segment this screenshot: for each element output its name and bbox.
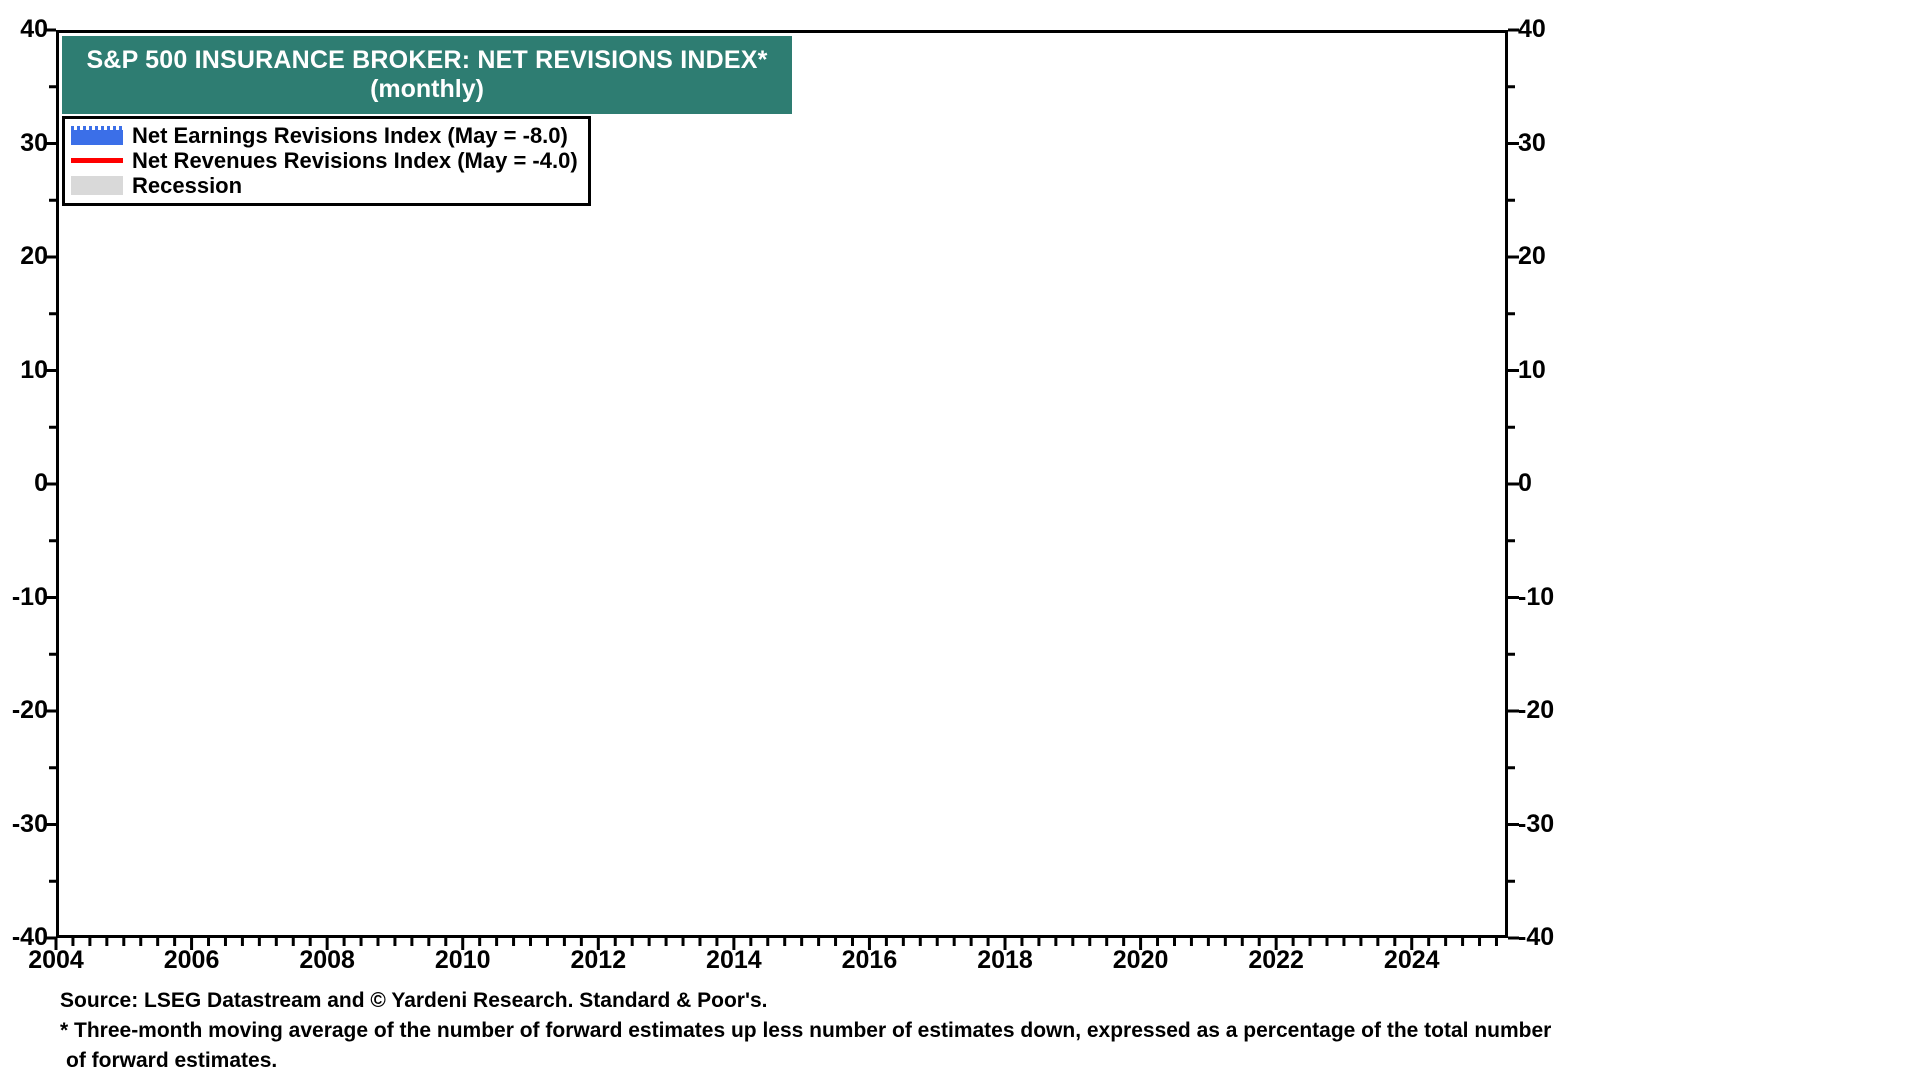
y-tick-label-left: 30 — [20, 128, 48, 157]
legend-label-earnings: Net Earnings Revisions Index (May = -8.0… — [132, 122, 568, 148]
x-tick-label: 2010 — [434, 946, 491, 974]
x-tick-label: 2018 — [977, 946, 1033, 974]
y-tick-label-left: 20 — [20, 242, 48, 270]
x-tick-label: 2004 — [28, 946, 84, 974]
y-tick-label-right: 20 — [1518, 242, 1546, 270]
y-tick-label-left: 10 — [20, 355, 48, 384]
y-tick-label-right: 30 — [1518, 128, 1546, 157]
y-tick-label-right: -40 — [1518, 923, 1555, 951]
y-tick-label-left: -10 — [11, 582, 48, 611]
legend-item-recession: Recession — [71, 173, 578, 198]
x-tick-label: 2022 — [1248, 946, 1304, 974]
legend-label-recession: Recession — [132, 172, 243, 198]
legend-swatch-bars-icon — [71, 126, 123, 145]
y-tick-label-right: -10 — [1518, 582, 1555, 611]
y-tick-label-right: 0 — [1518, 469, 1532, 497]
legend-item-earnings: Net Earnings Revisions Index (May = -8.0… — [71, 123, 578, 148]
x-tick-label: 2008 — [299, 946, 355, 974]
chart-title-line2: (monthly) — [370, 75, 484, 103]
legend-swatch-recession-icon — [71, 176, 123, 195]
y-tick-label-left: -20 — [11, 696, 48, 724]
footer-note-line1: * Three-month moving average of the numb… — [60, 1018, 1552, 1042]
x-tick-label: 2012 — [570, 946, 627, 974]
y-tick-label-left: 40 — [20, 15, 48, 43]
y-tick-label-left: -30 — [11, 809, 48, 838]
y-tick-label-right: -30 — [1518, 809, 1555, 838]
x-tick-label: 2014 — [706, 946, 762, 974]
y-tick-label-left: -40 — [11, 923, 48, 951]
y-tick-label-right: -20 — [1518, 696, 1555, 724]
y-tick-label-left: 0 — [34, 469, 48, 497]
chart-title-line1: S&P 500 INSURANCE BROKER: NET REVISIONS … — [86, 46, 768, 75]
legend-label-revenues: Net Revenues Revisions Index (May = -4.0… — [132, 147, 578, 173]
x-tick-label: 2006 — [163, 946, 220, 974]
x-tick-label: 2020 — [1112, 946, 1169, 974]
chart-footer: Source: LSEG Datastream and © Yardeni Re… — [56, 986, 1906, 1075]
footer-source: Source: LSEG Datastream and © Yardeni Re… — [60, 989, 768, 1012]
legend-swatch-line-icon — [71, 151, 123, 170]
y-tick-label-right: 40 — [1518, 15, 1546, 43]
x-tick-label: 2016 — [841, 946, 898, 974]
footer-note-line2: of forward estimates. — [66, 1048, 278, 1072]
chart-title-banner: S&P 500 INSURANCE BROKER: NET REVISIONS … — [62, 36, 792, 114]
x-tick-label: 2024 — [1383, 946, 1440, 974]
chart-legend: Net Earnings Revisions Index (May = -8.0… — [62, 116, 591, 206]
y-tick-label-right: 10 — [1518, 355, 1546, 384]
legend-item-revenues: Net Revenues Revisions Index (May = -4.0… — [71, 148, 578, 173]
